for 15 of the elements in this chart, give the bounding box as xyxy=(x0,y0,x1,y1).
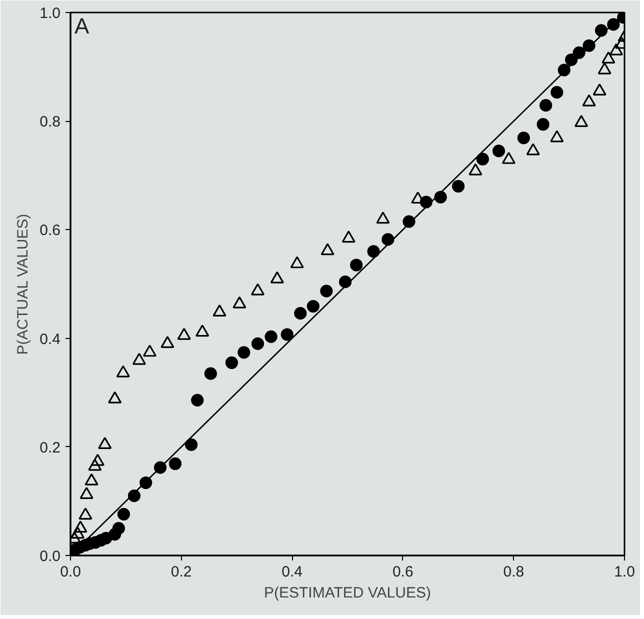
x-axis-title: P(ESTIMATED VALUES) xyxy=(264,584,431,602)
x-tick-label: 0.6 xyxy=(392,564,414,580)
y-tick-label: 0.6 xyxy=(40,222,61,240)
x-tick-label: 0.0 xyxy=(60,564,81,580)
x-tick-label: 0.4 xyxy=(282,564,303,580)
x-tick-label: 0.8 xyxy=(503,564,524,580)
annotation: A xyxy=(74,14,90,38)
y-tick-label: 0.4 xyxy=(40,330,61,348)
y-tick-label: 0.8 xyxy=(40,114,61,131)
y-axis-title: P(ACTUAL VALUES) xyxy=(14,214,32,355)
y-tick-label: 0.2 xyxy=(40,439,61,456)
y-tick-label: 1.0 xyxy=(40,5,61,22)
y-tick-label: 0.0 xyxy=(40,548,61,565)
x-tick-label: 0.2 xyxy=(170,564,192,580)
x-tick-label: 1.0 xyxy=(614,564,635,580)
